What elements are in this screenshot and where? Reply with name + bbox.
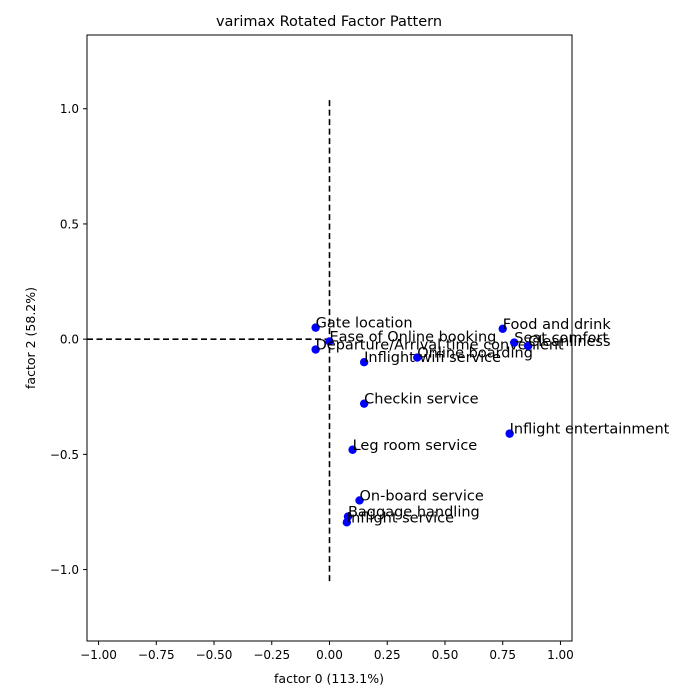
- point-label: Inflight entertainment: [510, 422, 670, 438]
- data-point: [505, 429, 514, 438]
- x-tick-label: 0.00: [316, 648, 343, 662]
- data-point: [359, 399, 369, 408]
- point-label: Ease of Online booking: [330, 329, 497, 345]
- y-tick-label: −1.0: [50, 563, 79, 577]
- y-tick-label: 0.5: [60, 217, 79, 231]
- y-axis-label: factor 2 (58.2%): [23, 287, 38, 389]
- data-point: [510, 338, 519, 347]
- x-tick-label: 1.00: [547, 648, 574, 662]
- data-point: [413, 353, 422, 362]
- x-axis-label: factor 0 (113.1%): [274, 671, 384, 686]
- y-tick-label: 0.0: [60, 333, 79, 347]
- point-label: Cleanliness: [528, 334, 610, 350]
- point-label: Seat comfort: [514, 331, 608, 347]
- x-tick-label: −0.50: [196, 648, 233, 662]
- x-tick-label: −0.75: [138, 648, 175, 662]
- x-tick-label: 0.75: [489, 648, 516, 662]
- data-point: [325, 337, 334, 346]
- data-point: [311, 323, 320, 332]
- x-tick-label: −1.00: [80, 648, 117, 662]
- point-label: Checkin service: [364, 392, 478, 408]
- data-point: [523, 341, 533, 351]
- point-label: Gate location: [316, 316, 413, 332]
- x-tick-label: 0.50: [432, 648, 459, 662]
- point-label: Departure/Arrival time convenient: [316, 338, 564, 354]
- point-label: Inflight wifi service: [364, 350, 501, 366]
- data-point: [342, 518, 352, 527]
- plot-area: −1.00 −0.75 −0.50 −0.25 0.00 0.25 0.50 0.75 1.00…: [50, 34, 670, 662]
- point-label: Food and drink: [503, 317, 612, 333]
- point-label: Leg room service: [353, 438, 478, 454]
- point-label: On-board service: [360, 488, 484, 504]
- point-label: Online boarding: [417, 346, 533, 362]
- x-tick-label: −0.25: [253, 648, 290, 662]
- data-point: [355, 496, 364, 505]
- x-tick-label: 0.25: [374, 648, 401, 662]
- chart-title: varimax Rotated Factor Pattern: [216, 14, 442, 30]
- data-point: [311, 345, 320, 354]
- data-point: [359, 357, 369, 367]
- point-label: Inflight service: [347, 510, 454, 526]
- y-tick-label: 1.0: [60, 102, 79, 116]
- data-point: [348, 445, 357, 454]
- data-point: [498, 324, 507, 333]
- y-tick-label: −0.5: [50, 448, 79, 462]
- point-label: Baggage handling: [348, 505, 480, 521]
